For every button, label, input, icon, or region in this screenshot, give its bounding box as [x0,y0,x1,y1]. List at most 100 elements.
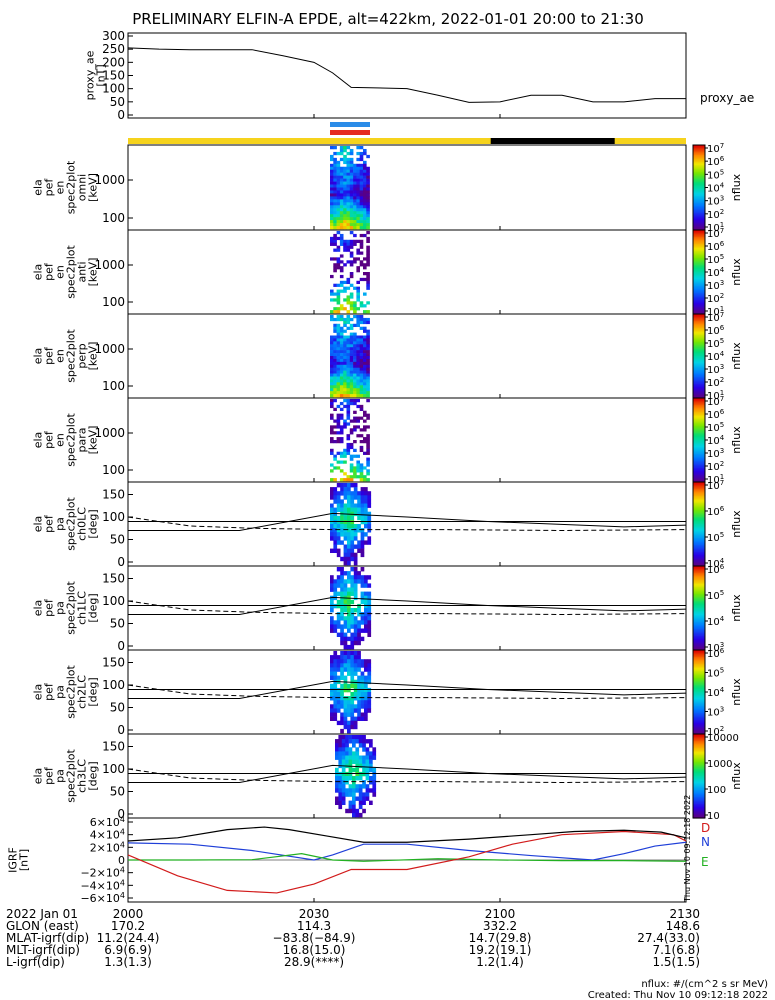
heatmap-cell [330,428,334,432]
heatmap-cell [349,214,354,218]
heatmap-cell [330,391,334,395]
heatmap-cell [366,440,370,444]
colorbar-cell [693,179,705,182]
colorbar-cell [693,494,705,497]
heatmap-cell [347,628,351,633]
y-tick-label: 100 [102,379,125,393]
colorbar-cell [693,640,705,643]
heatmap-cell [339,151,344,156]
heatmap-cell [339,388,344,392]
heatmap-cell [366,350,370,354]
heatmap-cell [339,364,344,369]
heatmap-cell [353,659,358,664]
heatmap-cell [330,616,334,621]
heatmap-cell [347,624,351,629]
colorbar-cell [693,620,705,623]
heatmap-cell [359,205,364,209]
y-axis-label: elapefpaspec2plotch3LC[deg] [32,749,100,803]
colorbar-cell [693,335,705,337]
colorbar-cell [693,673,705,676]
spectrogram-panel-5: 150100500elapefpaspec2plotch0LC[deg]1071… [32,479,744,570]
heatmap-cell [356,454,360,458]
heatmap-cell [333,323,337,328]
heatmap-cell [353,350,357,354]
colorbar-tick-label: 102 [707,292,724,305]
heatmap-cell [330,536,334,541]
heatmap-cell [339,166,344,171]
colorbar-cell [693,643,705,645]
colorbar-cell [693,594,705,596]
heatmap-cell [336,329,341,333]
colorbar-cell [693,720,705,722]
heatmap-cell [348,788,353,793]
heatmap-cell [363,478,367,482]
heatmap-cell [347,528,351,533]
heatmap-cell [359,184,364,188]
heatmap-cell [350,540,355,545]
colorbar-cell [693,364,705,367]
colorbar-cell [693,687,705,690]
heatmap-cell [362,792,366,797]
heatmap-cell [333,202,337,206]
colorbar-cell [693,210,705,213]
heatmap-cell [363,440,367,444]
heatmap-cell [350,724,355,730]
colorbar-cell [693,770,705,773]
colorbar-cell [693,309,705,312]
heatmap-cell [366,277,370,282]
heatmap-cell [336,583,341,588]
colorbar-cell [693,561,705,564]
heatmap-cell [356,385,360,389]
heatmap-cell [356,251,360,255]
heatmap-cell [336,266,341,270]
heatmap-cell [330,338,334,342]
colorbar-tick-label: 103 [707,447,724,460]
colorbar-cell [693,244,705,246]
colorbar-cell [693,809,705,812]
heatmap-cell [353,399,357,403]
heatmap-cell [349,428,354,432]
colorbar-cell [693,805,705,808]
heatmap-cell [347,575,351,580]
footer-row-label: L-igrf(dip) [6,955,65,969]
heatmap-cell [339,283,344,287]
colorbar-cell [693,234,705,237]
colorbar-cell [693,547,705,550]
heatmap-cell [363,451,367,455]
heatmap-cell [366,341,370,345]
heatmap-cell [353,304,357,308]
colorbar-cell [693,476,705,479]
heatmap-cell [366,353,370,357]
colorbar-cell [693,497,705,500]
heatmap-cell [364,687,368,693]
heatmap-cell [367,540,372,545]
colorbar-cell [693,686,705,689]
colorbar-cell [693,342,705,344]
heatmap-cell [346,388,351,392]
heatmap-cell [340,716,344,721]
heatmap-cell [339,373,344,377]
colorbar-cell [693,447,705,449]
heatmap-cell [346,205,351,209]
heatmap-cell [339,338,344,342]
colorbar-cell [693,180,705,183]
heatmap-cell [333,628,338,633]
colorbar-cell [693,227,705,230]
colorbar-cell [693,258,705,260]
colorbar-cell [693,260,705,263]
heatmap-cell [336,166,341,171]
colorbar-cell [693,598,705,601]
heatmap-cell [364,700,368,705]
heatmap-cell [360,519,365,525]
heatmap-cell [366,358,370,363]
heatmap-cell [333,603,338,609]
heatmap-cell [333,169,337,173]
colorbar-cell [693,325,705,328]
heatmap-cell [367,511,372,517]
heatmap-cell [353,440,357,444]
colorbar-cell [693,218,705,221]
heatmap-cell [333,338,337,342]
heatmap-cell [353,385,357,389]
heatmap-cell [353,491,358,496]
colorbar-tick-label: 105 [707,531,724,544]
